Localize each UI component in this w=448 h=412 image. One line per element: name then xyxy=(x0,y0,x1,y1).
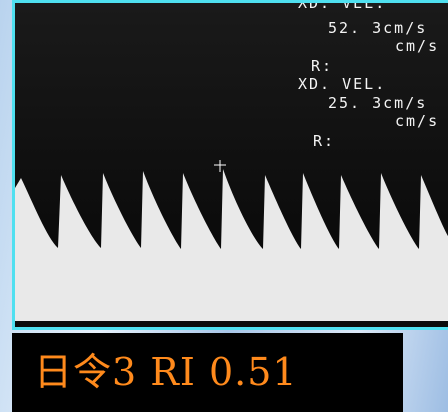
overlay-text: cm/s xyxy=(395,37,440,55)
overlay-text: XD. VEL. xyxy=(298,75,387,93)
caption: 日令3 RI 0.51 xyxy=(12,333,403,412)
doppler-image: XD. VEL. 52. 3cm/s cm/s R: XD. VEL. 25. … xyxy=(12,0,448,330)
overlay-text: 25. 3cm/s xyxy=(328,94,428,112)
overlay-text: R: xyxy=(313,132,336,150)
baseline-band xyxy=(15,321,448,327)
overlay-text: XD. VEL. xyxy=(298,0,387,12)
spectrum xyxy=(15,3,448,327)
overlay-text: cm/s xyxy=(395,112,440,130)
overlay-text: R: xyxy=(311,57,334,75)
overlay-text: 52. 3cm/s xyxy=(328,19,428,37)
waveform xyxy=(15,169,448,323)
